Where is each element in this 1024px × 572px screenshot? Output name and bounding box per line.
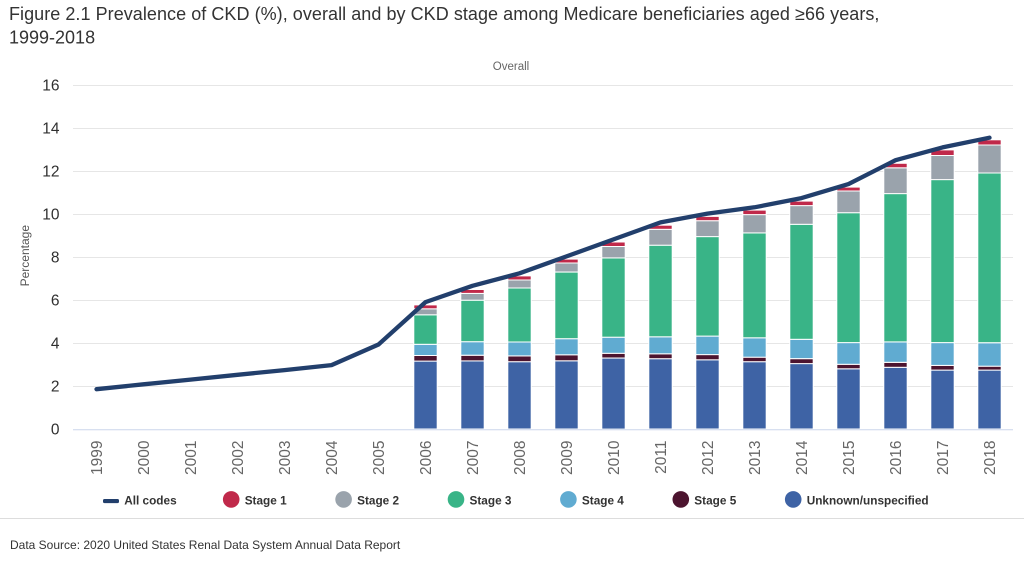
svg-text:Stage 2: Stage 2	[357, 494, 399, 508]
svg-text:2017: 2017	[935, 441, 952, 475]
svg-text:Percentage: Percentage	[18, 225, 32, 287]
svg-text:2008: 2008	[512, 441, 529, 475]
svg-text:Overall: Overall	[493, 61, 529, 73]
svg-text:Data Source: 2020 United State: Data Source: 2020 United States Renal Da…	[10, 538, 401, 552]
svg-text:2013: 2013	[747, 441, 764, 475]
svg-text:2000: 2000	[136, 440, 153, 475]
svg-text:10: 10	[42, 207, 60, 224]
svg-text:12: 12	[42, 164, 59, 181]
svg-text:2015: 2015	[841, 441, 858, 475]
svg-text:6: 6	[51, 293, 60, 310]
svg-text:2007: 2007	[465, 441, 482, 475]
svg-text:2010: 2010	[606, 440, 623, 475]
svg-text:2002: 2002	[230, 441, 247, 475]
svg-text:2016: 2016	[888, 441, 905, 475]
svg-text:1999-2018: 1999-2018	[9, 28, 95, 48]
svg-text:2003: 2003	[277, 441, 294, 475]
svg-text:2: 2	[51, 379, 60, 396]
svg-text:2006: 2006	[418, 441, 435, 475]
svg-text:Stage 4: Stage 4	[582, 494, 624, 508]
svg-text:0: 0	[51, 422, 60, 439]
svg-text:16: 16	[42, 78, 59, 95]
svg-text:2009: 2009	[559, 441, 576, 475]
svg-text:2011: 2011	[653, 441, 670, 474]
svg-text:Stage 5: Stage 5	[694, 494, 736, 508]
svg-text:8: 8	[51, 250, 60, 267]
svg-text:Unknown/unspecified: Unknown/unspecified	[807, 494, 929, 508]
svg-text:2012: 2012	[700, 441, 717, 475]
svg-text:2005: 2005	[371, 441, 388, 475]
svg-text:Figure 2.1 Prevalence of CKD (: Figure 2.1 Prevalence of CKD (%), overal…	[9, 4, 879, 24]
svg-text:14: 14	[42, 121, 60, 138]
svg-text:2004: 2004	[324, 440, 341, 475]
svg-text:2014: 2014	[794, 440, 811, 475]
svg-text:1999: 1999	[89, 441, 106, 475]
svg-text:Stage 3: Stage 3	[470, 494, 512, 508]
svg-text:2001: 2001	[183, 441, 200, 475]
svg-text:Stage 1: Stage 1	[245, 494, 287, 508]
svg-text:4: 4	[51, 336, 60, 353]
svg-text:2018: 2018	[982, 441, 999, 475]
svg-text:All codes: All codes	[124, 494, 177, 508]
